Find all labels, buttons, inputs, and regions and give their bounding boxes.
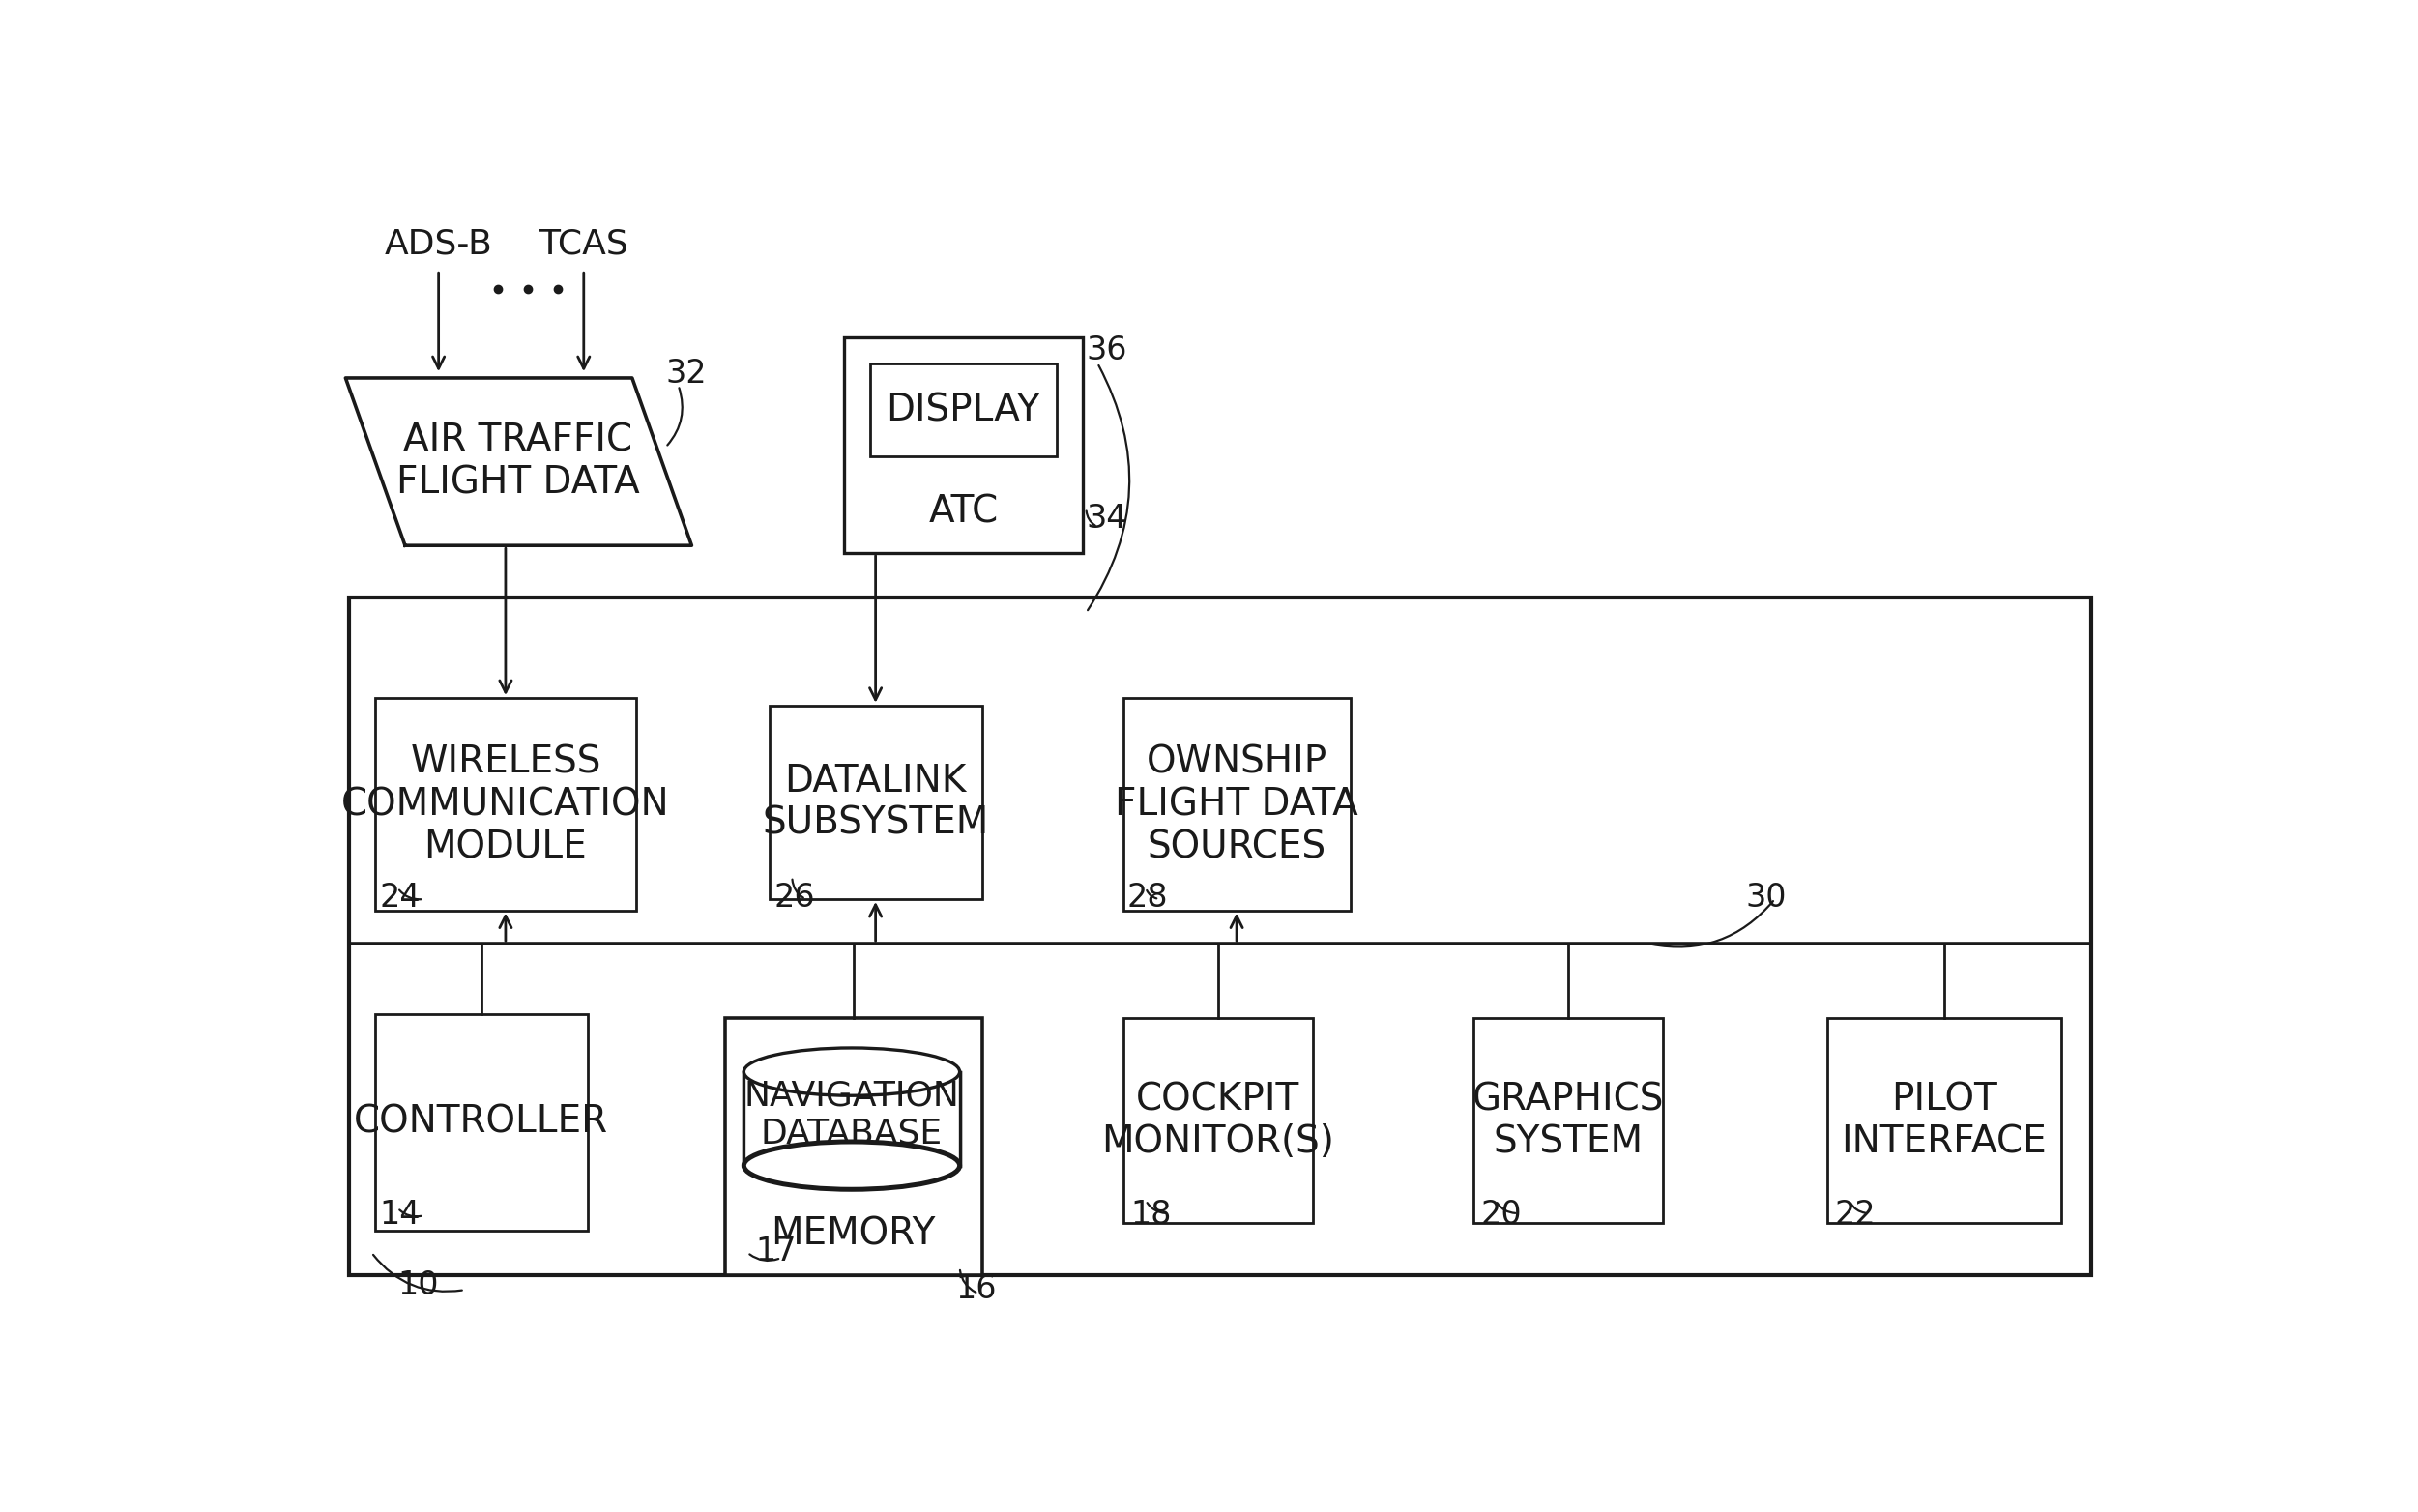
Text: 28: 28 (1127, 881, 1168, 913)
Text: AIR TRAFFIC
FLIGHT DATA: AIR TRAFFIC FLIGHT DATA (397, 422, 641, 502)
Text: 36: 36 (1086, 334, 1127, 367)
Bar (1828, 1018, 2063, 1223)
Text: COCKPIT
MONITOR(S): COCKPIT MONITOR(S) (1103, 1081, 1335, 1161)
Bar (1124, 699, 1352, 910)
Text: 32: 32 (665, 357, 706, 389)
Text: MEMORY: MEMORY (771, 1216, 936, 1252)
Bar (1473, 1018, 1664, 1223)
Bar (745, 1072, 960, 1166)
Bar (844, 337, 1083, 553)
Polygon shape (346, 378, 692, 546)
Text: DISPLAY: DISPLAY (885, 392, 1040, 428)
Text: GRAPHICS
SYSTEM: GRAPHICS SYSTEM (1473, 1081, 1664, 1161)
Text: NAVIGATION
DATABASE: NAVIGATION DATABASE (745, 1080, 960, 1151)
Text: ATC: ATC (929, 493, 999, 531)
Text: 24: 24 (380, 881, 421, 913)
Text: ADS-B: ADS-B (384, 227, 493, 260)
Text: 16: 16 (955, 1273, 996, 1305)
Text: 10: 10 (397, 1269, 438, 1300)
Text: 22: 22 (1835, 1199, 1876, 1231)
Text: OWNSHIP
FLIGHT DATA
SOURCES: OWNSHIP FLIGHT DATA SOURCES (1115, 744, 1359, 865)
Bar (348, 597, 2092, 1275)
Bar (870, 363, 1057, 457)
Text: 34: 34 (1086, 502, 1127, 534)
Text: TCAS: TCAS (539, 227, 629, 260)
Text: CONTROLLER: CONTROLLER (353, 1104, 609, 1140)
Text: 17: 17 (754, 1235, 796, 1267)
Ellipse shape (745, 1142, 960, 1190)
Text: PILOT
INTERFACE: PILOT INTERFACE (1840, 1081, 2046, 1161)
Text: 14: 14 (380, 1199, 421, 1231)
Text: 20: 20 (1480, 1199, 1521, 1231)
Ellipse shape (745, 1048, 960, 1096)
Text: DATALINK
SUBSYSTEM: DATALINK SUBSYSTEM (762, 762, 989, 842)
Bar (725, 1018, 982, 1275)
Bar (769, 706, 982, 900)
Bar (375, 699, 636, 910)
Bar (1124, 1018, 1313, 1223)
Bar (375, 1015, 588, 1231)
Text: 30: 30 (1746, 881, 1787, 913)
Text: WIRELESS
COMMUNICATION
MODULE: WIRELESS COMMUNICATION MODULE (341, 744, 670, 865)
Text: 26: 26 (774, 881, 815, 913)
Text: 18: 18 (1132, 1199, 1173, 1231)
